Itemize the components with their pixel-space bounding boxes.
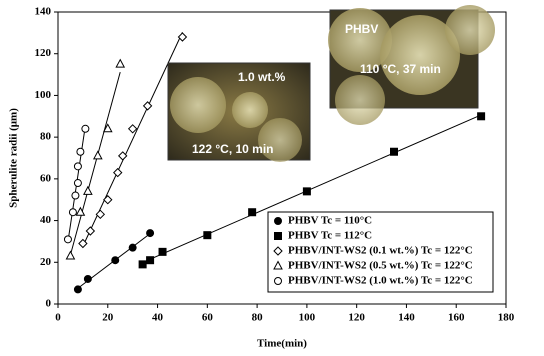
point xyxy=(71,191,80,200)
point xyxy=(115,58,126,68)
legend-marker xyxy=(274,277,282,285)
point xyxy=(81,124,90,133)
point xyxy=(390,147,398,156)
point xyxy=(83,185,93,195)
x-tick-label: 100 xyxy=(299,312,316,324)
point xyxy=(103,195,113,205)
point xyxy=(92,150,103,160)
point xyxy=(158,247,167,256)
legend-marker xyxy=(273,260,283,270)
y-tick-label: 100 xyxy=(35,89,52,101)
point xyxy=(146,229,155,238)
inset-label: PHBV xyxy=(345,22,378,36)
point xyxy=(102,123,113,133)
y-tick-label: 20 xyxy=(40,256,52,268)
y-axis-label: Spherulite radii (μm) xyxy=(8,108,20,208)
x-tick-label: 60 xyxy=(202,312,214,324)
legend xyxy=(267,211,494,293)
point xyxy=(73,162,82,171)
point xyxy=(128,243,137,252)
point xyxy=(73,285,82,294)
x-tick-label: 0 xyxy=(55,312,61,324)
point xyxy=(111,256,120,265)
legend-entries: PHBV Tc = 110°C PHBV Tc = 112°C PHBV/INT-W… xyxy=(273,215,473,287)
y-tick-label: 140 xyxy=(35,6,52,18)
fit-line xyxy=(142,114,482,263)
point xyxy=(78,238,88,249)
x-tick-label: 80 xyxy=(252,312,264,324)
x-tick-label: 120 xyxy=(348,312,365,324)
point xyxy=(138,260,147,269)
legend-marker xyxy=(274,232,282,240)
point xyxy=(68,208,77,217)
point xyxy=(85,226,96,236)
point xyxy=(95,209,106,220)
legend-label: PHBV/INT-WS2 (0.1 wt.%) Tc = 122°C xyxy=(288,245,473,257)
point xyxy=(142,101,153,111)
legend-label: PHBV/INT-WS2 (0.5 wt.%) Tc = 122°C xyxy=(288,260,473,272)
legend-marker xyxy=(274,217,282,225)
point xyxy=(177,32,188,42)
inset-label: 1.0 wt.% xyxy=(238,70,286,84)
point xyxy=(113,167,123,178)
y-tick-label: 0 xyxy=(46,298,52,310)
inset-caption: 110 °C, 37 min xyxy=(360,62,441,76)
point xyxy=(73,179,82,188)
x-tick-label: 40 xyxy=(152,312,164,324)
point xyxy=(203,231,212,240)
legend-label: PHBV Tc = 112°C xyxy=(288,230,372,242)
legend-label: PHBV/INT-WS2 (1.0 wt.%) Tc = 122°C xyxy=(288,275,473,287)
plot-frame xyxy=(57,11,507,305)
point xyxy=(127,124,138,134)
y-tick-label: 120 xyxy=(35,47,52,59)
inset-photo: 1.0 wt.% 122 °C, 10 min xyxy=(167,62,311,162)
x-tick-label: 20 xyxy=(102,312,114,324)
y-tick-label: 60 xyxy=(40,172,52,184)
y-tick-label: 80 xyxy=(40,131,52,143)
fit-line xyxy=(69,72,121,256)
point xyxy=(83,274,92,283)
point xyxy=(118,151,128,161)
point xyxy=(477,112,486,121)
x-tick-label: 160 xyxy=(448,312,465,324)
y-tick-label: 40 xyxy=(40,214,52,226)
x-tick-label: 140 xyxy=(398,312,415,324)
point xyxy=(302,187,311,196)
point xyxy=(146,256,155,265)
point xyxy=(75,206,86,216)
point xyxy=(65,250,76,260)
point xyxy=(63,235,72,244)
inset-caption: 122 °C, 10 min xyxy=(192,142,274,156)
legend-marker xyxy=(273,246,283,256)
inset-photo: PHBV 110 °C, 37 min xyxy=(328,5,495,125)
point xyxy=(248,208,257,217)
legend-label: PHBV Tc = 110°C xyxy=(288,215,372,227)
x-axis-label: Time(min) xyxy=(257,338,307,350)
x-tick-label: 180 xyxy=(498,312,515,324)
point xyxy=(76,147,85,156)
